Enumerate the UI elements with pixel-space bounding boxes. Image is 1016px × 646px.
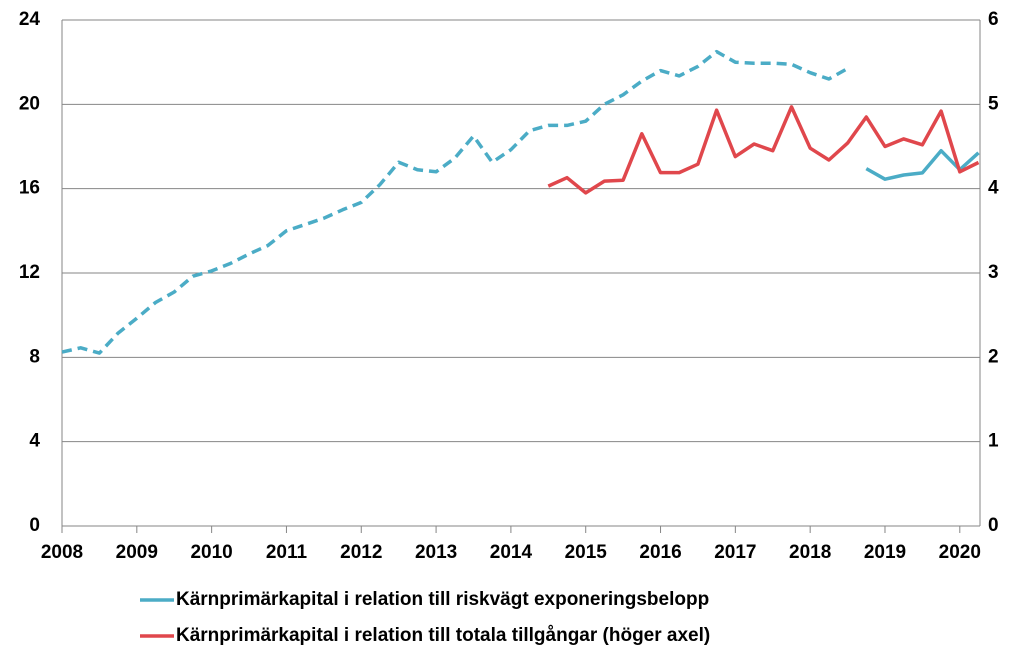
series-line <box>547 105 980 195</box>
x-tick-label: 2020 <box>939 542 981 563</box>
series-line <box>61 49 849 355</box>
y-tick-label: 4 <box>29 431 40 452</box>
y2-tick-label: 6 <box>988 9 999 30</box>
y2-tick-label: 5 <box>988 93 999 114</box>
y-tick-label: 8 <box>29 346 40 367</box>
x-tick-label: 2013 <box>415 542 457 563</box>
y2-tick-label: 0 <box>988 515 999 536</box>
x-tick-label: 2015 <box>565 542 608 563</box>
y-tick-label: 16 <box>19 178 40 199</box>
y2-tick-label: 3 <box>988 262 999 283</box>
y2-tick-label: 1 <box>988 431 999 452</box>
x-tick-label: 2018 <box>789 542 831 563</box>
y2-tick-label: 2 <box>988 346 999 367</box>
legend-label: Kärnprimärkapital i relation till totala… <box>176 625 710 646</box>
x-tick-label: 2019 <box>864 542 906 563</box>
y-tick-label: 0 <box>29 515 40 536</box>
y2-tick-label: 4 <box>988 178 999 199</box>
x-tick-label: 2017 <box>714 542 756 563</box>
x-tick-label: 2014 <box>490 542 533 563</box>
legend-label: Kärnprimärkapital i relation till riskvä… <box>176 589 709 610</box>
y-tick-label: 24 <box>19 9 41 30</box>
x-tick-label: 2008 <box>41 542 83 563</box>
x-tick-label: 2011 <box>266 542 308 563</box>
x-tick-label: 2010 <box>190 542 232 563</box>
x-tick-label: 2009 <box>116 542 158 563</box>
series-line <box>865 148 980 181</box>
x-tick-label: 2012 <box>340 542 382 563</box>
x-tick-label: 2016 <box>639 542 681 563</box>
y-tick-label: 20 <box>19 93 40 114</box>
y-tick-label: 12 <box>19 262 40 283</box>
